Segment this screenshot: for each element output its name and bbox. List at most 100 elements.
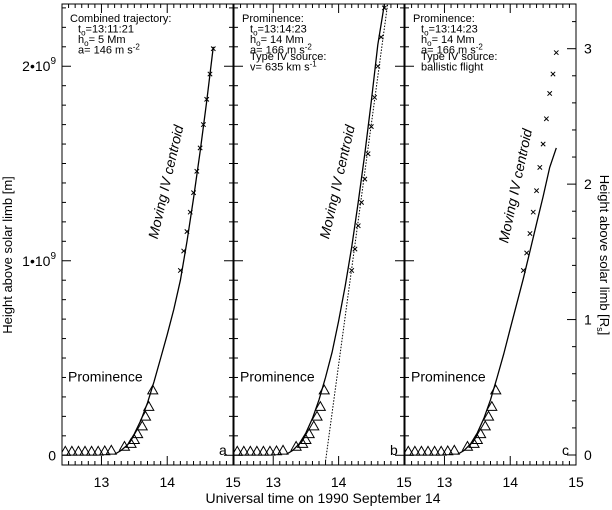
- prominence-point: [118, 440, 131, 451]
- prominence-point: [303, 427, 316, 439]
- prominence-point: [142, 400, 155, 411]
- centroid-point: [547, 90, 553, 97]
- right-y-tick-label: 2: [584, 176, 592, 192]
- prominence-point: [98, 444, 111, 456]
- centroid-point: [524, 250, 530, 256]
- centroid-point: [365, 151, 371, 157]
- prominence-point: [234, 445, 244, 456]
- centroid-point: [187, 209, 193, 215]
- left-y-tick-label: 2•109: [22, 56, 56, 74]
- type-iv-source-line: [325, 4, 389, 462]
- centroid-point: [194, 168, 200, 174]
- prominence-point: [428, 445, 441, 456]
- centroid-point: [210, 46, 216, 52]
- centroid-point: [372, 94, 378, 100]
- prominence-point: [422, 445, 434, 456]
- prominence-point: [314, 400, 327, 411]
- prominence-point: [277, 444, 289, 455]
- centroid-point: [184, 229, 190, 235]
- centroid-point: [362, 176, 368, 182]
- prominence-point: [85, 445, 98, 456]
- prominence-point: [131, 427, 144, 439]
- centroid-point: [204, 96, 210, 102]
- prominence-point: [489, 384, 502, 395]
- prominence-point: [128, 433, 141, 444]
- prominence-point: [62, 445, 72, 456]
- right-y-tick-label: 3: [584, 41, 592, 57]
- centroid-point: [349, 267, 355, 274]
- centroid-point: [190, 190, 197, 196]
- y-axis-label-right: Height above solar limb [Rs]: [595, 175, 612, 336]
- x-tick-label: 15: [225, 474, 241, 490]
- x-tick-label: 15: [396, 474, 412, 490]
- centroid-point: [543, 116, 549, 122]
- prominence-point: [79, 445, 91, 456]
- panel-a: 13 14 15 Combined trajectory: to=13:11:21 ho=…: [61, 3, 241, 490]
- prominence-point: [66, 445, 78, 456]
- prominence-point: [270, 444, 283, 456]
- prominence-point: [471, 433, 484, 444]
- centroid-point: [368, 123, 374, 130]
- prominence-point: [441, 444, 454, 456]
- prominence-point: [435, 445, 448, 456]
- prominence-point: [300, 433, 312, 444]
- left-axis-tick-labels: 0 1•109 2•109: [22, 56, 56, 463]
- prominence-point: [409, 445, 421, 456]
- prominence-point: [136, 420, 149, 431]
- prominence-point: [72, 445, 85, 456]
- prominence-point: [307, 420, 320, 431]
- prominence-point: [105, 444, 118, 455]
- right-axis-tick-labels: 0 1 2 3: [584, 41, 592, 463]
- panel-letter: b: [390, 442, 398, 458]
- panels: 13 14 15 Combined trajectory: to=13:11:21 ho=…: [61, 3, 584, 490]
- prominence-point: [415, 445, 428, 456]
- prominence-point: [405, 445, 415, 456]
- panel-annotation: Prominence: to=13:14:23 ho= 14 Mm a= 166 m …: [242, 13, 326, 74]
- panel-b: 13 14 15 Prominence: to=13:14:23 ho= 14 Mm a= …: [233, 3, 412, 490]
- prominence-point: [311, 410, 323, 421]
- centroid-point: [375, 63, 381, 69]
- centroid-point: [550, 71, 556, 77]
- centroid-point: [181, 248, 187, 254]
- panel-letter: a: [219, 442, 227, 458]
- prominence-point: [485, 400, 498, 411]
- prominence-point: [237, 445, 250, 456]
- left-y-tick-label: 1•109: [22, 251, 56, 269]
- prominence-point: [251, 445, 263, 456]
- prominence-point: [146, 384, 159, 395]
- centroid-label: Moving IV centroid: [145, 122, 187, 240]
- left-y-tick-label: 0: [48, 447, 56, 463]
- centroid-point: [355, 223, 361, 229]
- prominence-point: [318, 384, 331, 395]
- x-axis-label: Universal time on 1990 September 14: [205, 490, 440, 506]
- x-tick-label: 13: [265, 474, 281, 490]
- x-tick-label: 13: [437, 474, 453, 490]
- trajectory-curve: [114, 46, 214, 455]
- panel-letter: c: [562, 442, 569, 458]
- right-y-tick-label: 0: [584, 447, 592, 463]
- prominence-point: [92, 445, 105, 456]
- prominence-label: Prominence: [68, 368, 143, 384]
- x-tick-label: 13: [94, 474, 110, 490]
- panel-annotation: Combined trajectory: to=13:11:21 ho= 5 Mm a…: [70, 13, 172, 57]
- centroid-point: [381, 5, 387, 11]
- centroid-point: [200, 122, 206, 128]
- centroid-point: [530, 209, 536, 215]
- centroid-label: Moving IV centroid: [316, 122, 358, 240]
- centroid-point: [533, 188, 540, 194]
- prominence-point: [482, 410, 495, 421]
- prominence-point: [448, 444, 461, 455]
- x-tick-label: 14: [159, 474, 175, 490]
- prominence-point: [244, 445, 257, 456]
- centroid-point: [358, 199, 365, 205]
- centroid-point: [378, 34, 384, 40]
- panel-annotation: Prominence: to=13:14:23 ho= 14 Mm a= 166 m …: [413, 13, 497, 74]
- right-y-tick-label: 1: [584, 312, 592, 328]
- prominence-point: [139, 410, 152, 421]
- centroid-label: Moving IV centroid: [495, 126, 535, 244]
- centroid-point: [177, 267, 183, 274]
- centroid-point: [197, 145, 203, 151]
- centroid-point: [527, 230, 533, 237]
- prominence-label: Prominence: [240, 368, 315, 384]
